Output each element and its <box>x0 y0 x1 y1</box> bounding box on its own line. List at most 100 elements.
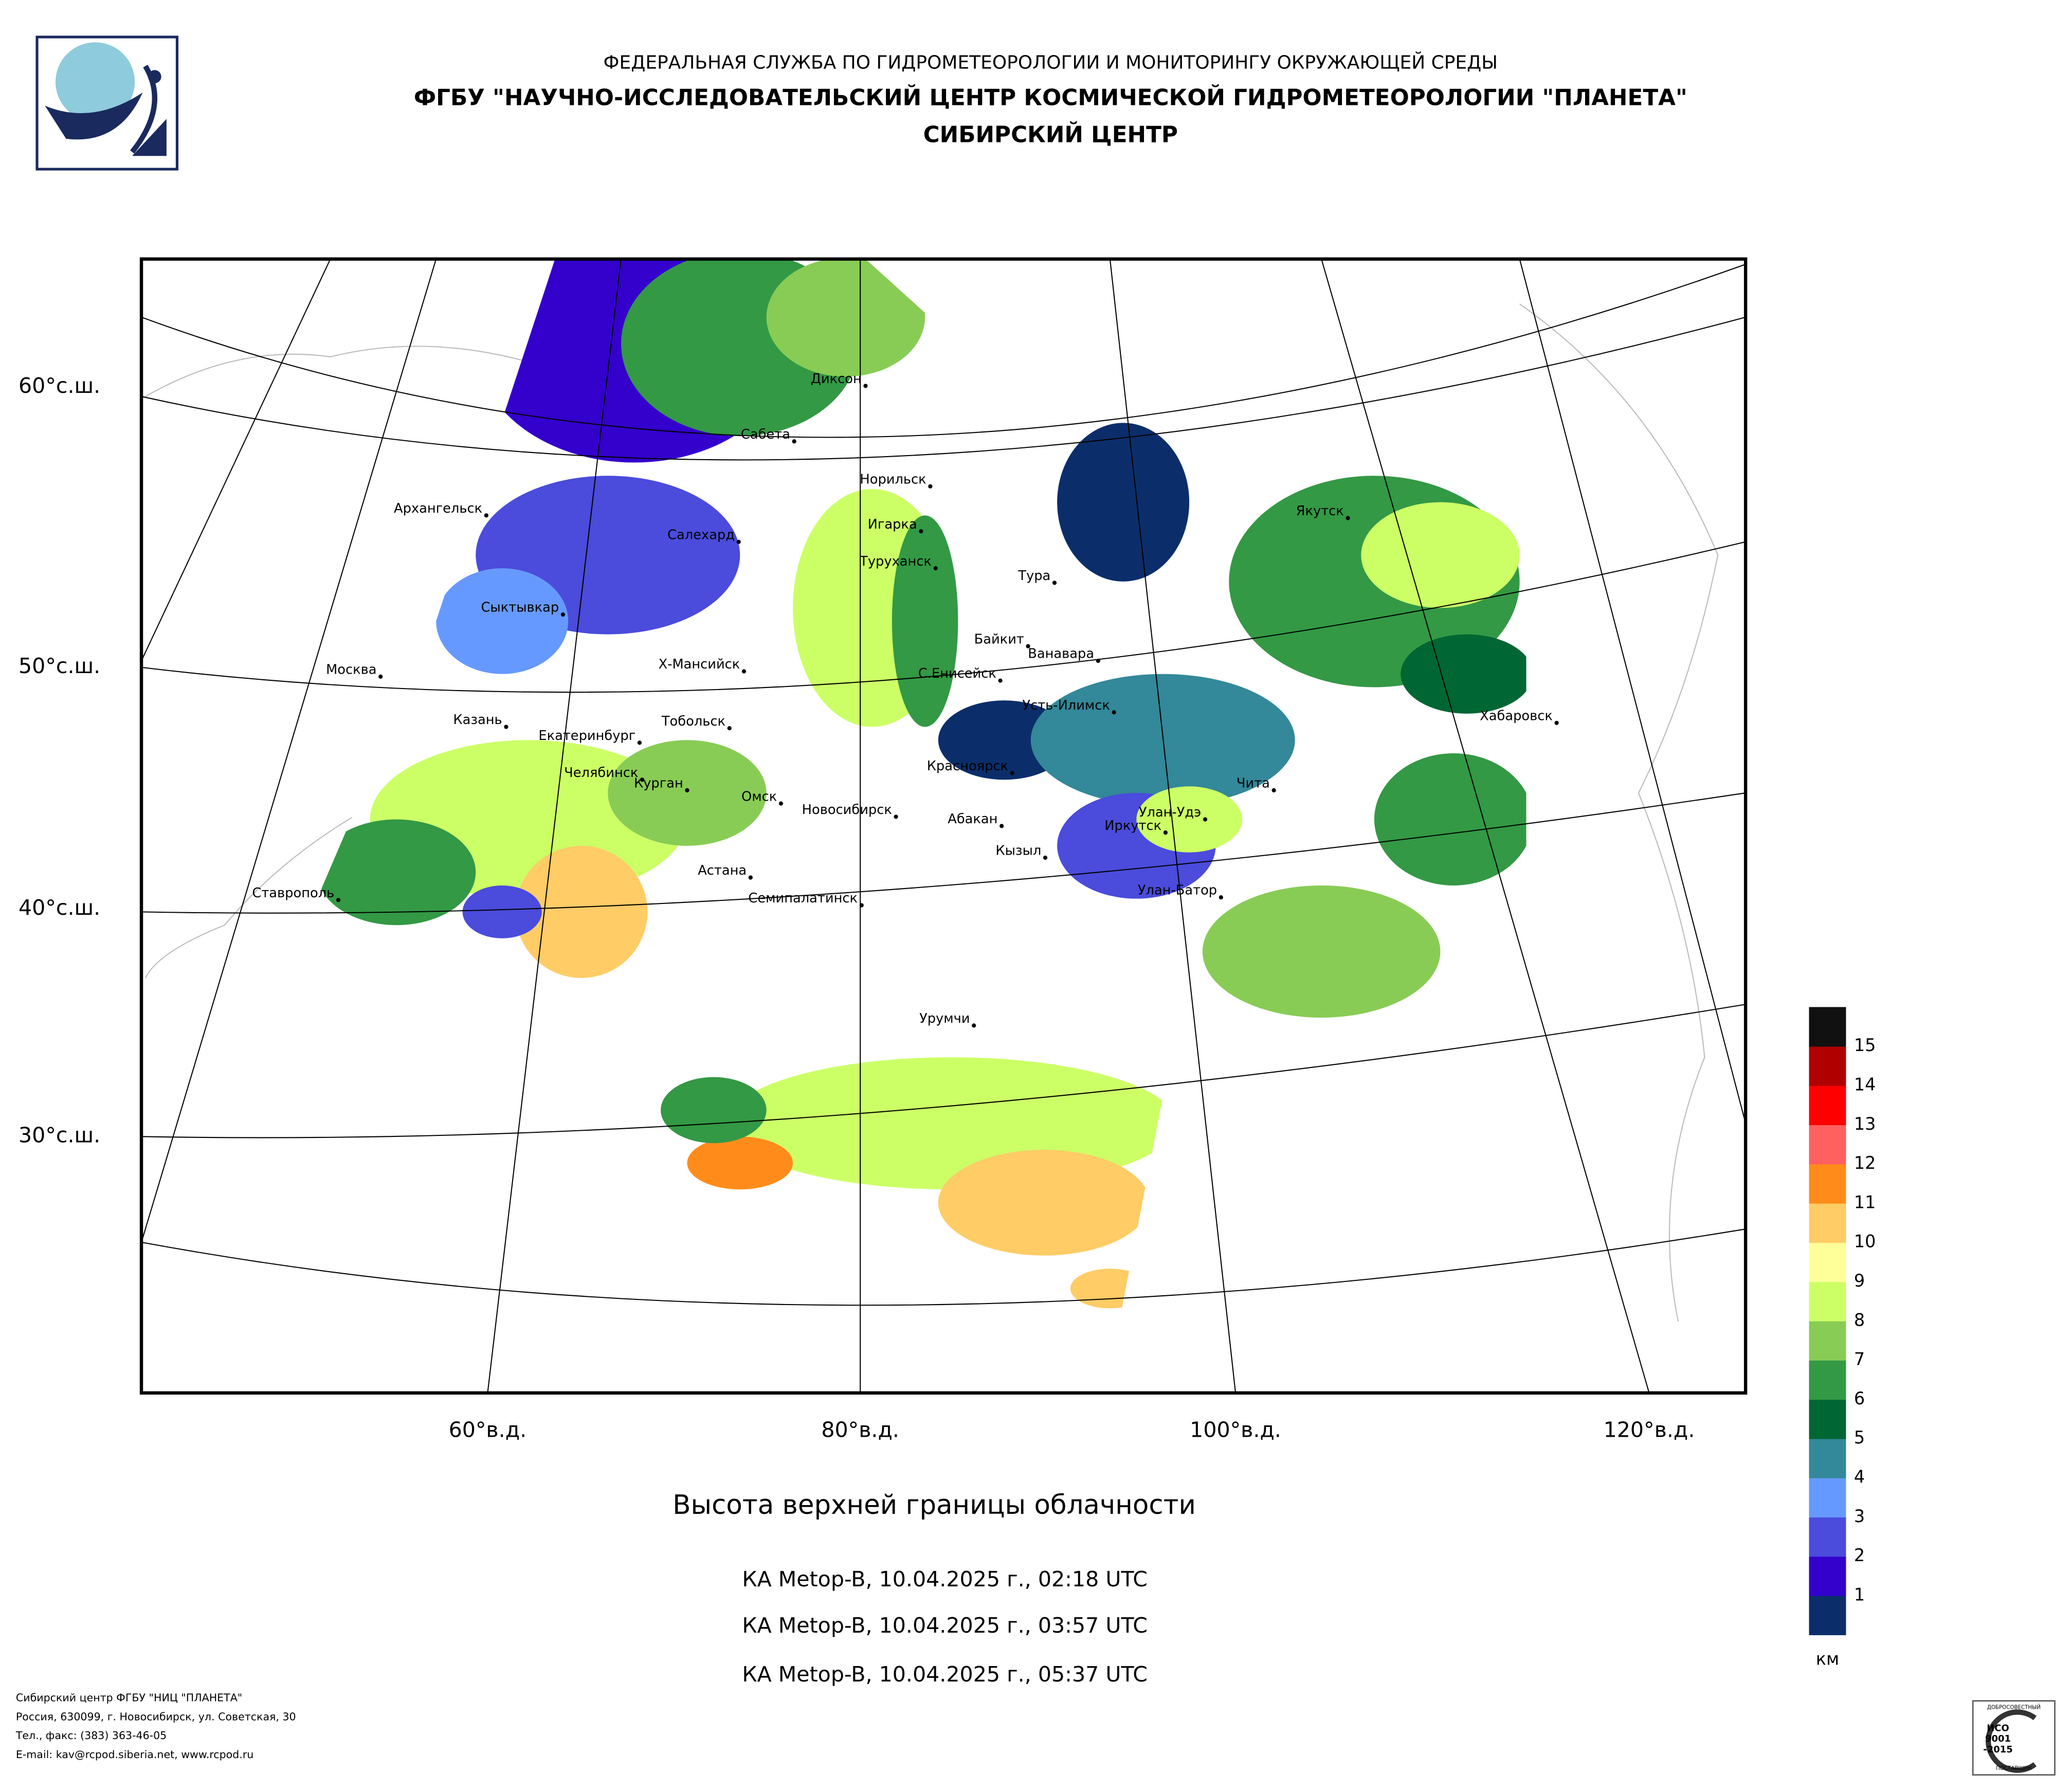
city-dot <box>504 725 508 729</box>
city-label: Сыктывкар <box>481 600 559 616</box>
footer-line: E-mail: kav@rcpod.siberia.net, www.rcpod… <box>16 1748 253 1761</box>
legend-swatch <box>1809 1478 1846 1518</box>
header-title: ФГБУ "НАУЧНО-ИССЛЕДОВАТЕЛЬСКИЙ ЦЕНТР КОС… <box>414 84 1687 111</box>
city-label: Якутск <box>1296 503 1344 519</box>
meridian <box>141 259 437 1243</box>
city-label: Иркутск <box>1104 818 1161 834</box>
latitude-label: 50°с.ш. <box>19 654 100 678</box>
city-dot <box>741 669 747 674</box>
legend-label: 12 <box>1854 1153 1876 1173</box>
city-label: Челябинск <box>564 765 638 781</box>
footer: Сибирский центр ФГБУ "НИЦ "ПЛАНЕТА" Росси… <box>15 1692 296 1761</box>
city-label: Казань <box>453 712 502 728</box>
logo <box>35 35 179 171</box>
city-label: Салехард <box>667 527 735 542</box>
legend-swatch <box>1809 1046 1846 1086</box>
city-dot <box>378 674 383 679</box>
legend-swatch <box>1809 1399 1846 1439</box>
header-line: ФЕДЕРАЛЬНАЯ СЛУЖБА ПО ГИДРОМЕТЕОРОЛОГИИ … <box>604 51 1498 73</box>
header-subtitle: СИБИРСКИЙ ЦЕНТР <box>923 121 1178 148</box>
parallel <box>141 264 1746 438</box>
city-label: Тура <box>1017 568 1050 584</box>
longitude-label: 60°в.д. <box>449 1417 527 1442</box>
city-label: Норильск <box>860 472 926 487</box>
legend-swatch <box>1809 1360 1846 1400</box>
city-dot <box>736 539 741 544</box>
city-dot <box>336 898 341 902</box>
legend-swatch <box>1809 1086 1846 1126</box>
legend-swatch <box>1809 1125 1846 1165</box>
city-label: Красноярск <box>927 758 1008 774</box>
parallel <box>141 1004 1746 1138</box>
city-label: Новосибирск <box>802 802 892 818</box>
city-label: Абакан <box>948 811 997 827</box>
pass-list: КА Metop-B, 10.04.2025 г., 02:18 UTC КА M… <box>742 1567 1147 1687</box>
parallel <box>141 541 1746 693</box>
legend-swatch <box>1809 1164 1846 1204</box>
meridian <box>1109 259 1237 1393</box>
badge-text: -2015 <box>1983 1744 2013 1755</box>
legend-label: 7 <box>1854 1349 1865 1369</box>
meridian <box>487 259 622 1393</box>
legend-swatch <box>1809 1517 1846 1557</box>
city-label: Сабета <box>741 427 790 442</box>
pass-line: КА Metop-B, 10.04.2025 г., 03:57 UTC <box>742 1613 1147 1638</box>
map-frame <box>139 257 1748 1395</box>
city-dot <box>863 384 868 388</box>
city-dot <box>685 788 689 793</box>
badge-text: ПОСТАВЩИК <box>1996 1765 2032 1771</box>
legend-swatch <box>1809 1242 1846 1282</box>
city-label: С.Енисейск <box>918 666 996 681</box>
city-label: Туруханск <box>859 554 932 569</box>
city-label: Чита <box>1237 776 1270 791</box>
city-label: Семипалатинск <box>748 891 858 906</box>
longitude-label: 80°в.д. <box>821 1417 899 1442</box>
city-label: Екатеринбург <box>538 728 635 744</box>
city-label: Байкит <box>974 631 1024 647</box>
city-dot <box>640 777 645 782</box>
city-dot <box>1010 771 1014 775</box>
city-dot <box>1026 644 1030 648</box>
legend-label: 8 <box>1854 1310 1865 1330</box>
legend-label: 2 <box>1854 1545 1865 1565</box>
city-label: Тобольск <box>661 714 725 729</box>
city-dot <box>1346 516 1350 520</box>
meridian <box>1321 259 1650 1393</box>
city-dot <box>637 740 642 745</box>
meridian <box>141 259 331 661</box>
legend-label: 15 <box>1854 1035 1876 1055</box>
city-dot <box>999 824 1004 828</box>
legend-swatch <box>1809 1320 1846 1361</box>
footer-line: Россия, 630099, г. Новосибирск, ул. Сове… <box>16 1710 296 1723</box>
footer-line: Тел., факс: (383) 363-46-05 <box>15 1729 167 1742</box>
city-dot <box>933 566 938 571</box>
city-label: Усть-Илимск <box>1022 698 1110 713</box>
badge-text: 9001 <box>1985 1733 2011 1744</box>
city-label: Москва <box>326 662 376 678</box>
coastline <box>1519 303 1719 1322</box>
city-label: Астана <box>698 863 747 878</box>
legend-unit: км <box>1816 1649 1839 1669</box>
city-dot <box>1219 895 1223 900</box>
legend-label: 9 <box>1854 1271 1865 1291</box>
city-dot <box>919 529 923 534</box>
city-dot <box>748 875 753 880</box>
city-label: Улан-Батор <box>1138 883 1217 898</box>
meridian <box>1519 259 1746 1124</box>
legend-label: 11 <box>1854 1192 1876 1212</box>
pass-line: КА Metop-B, 10.04.2025 г., 02:18 UTC <box>742 1567 1147 1591</box>
badge-text: ИСО <box>1987 1723 2009 1734</box>
badge-text: ДОБРОСОВЕСТНЫЙ <box>1987 1704 2041 1711</box>
city-label: Курган <box>634 776 683 791</box>
city-dot <box>1096 658 1100 663</box>
legend-label: 4 <box>1854 1467 1865 1487</box>
legend-label: 1 <box>1854 1584 1865 1604</box>
legend-label: 14 <box>1854 1075 1876 1095</box>
legend-swatch <box>1809 1556 1846 1596</box>
city-label: Игарка <box>868 517 917 532</box>
city-label: Ставрополь <box>252 885 334 901</box>
legend-label: 3 <box>1854 1506 1865 1526</box>
